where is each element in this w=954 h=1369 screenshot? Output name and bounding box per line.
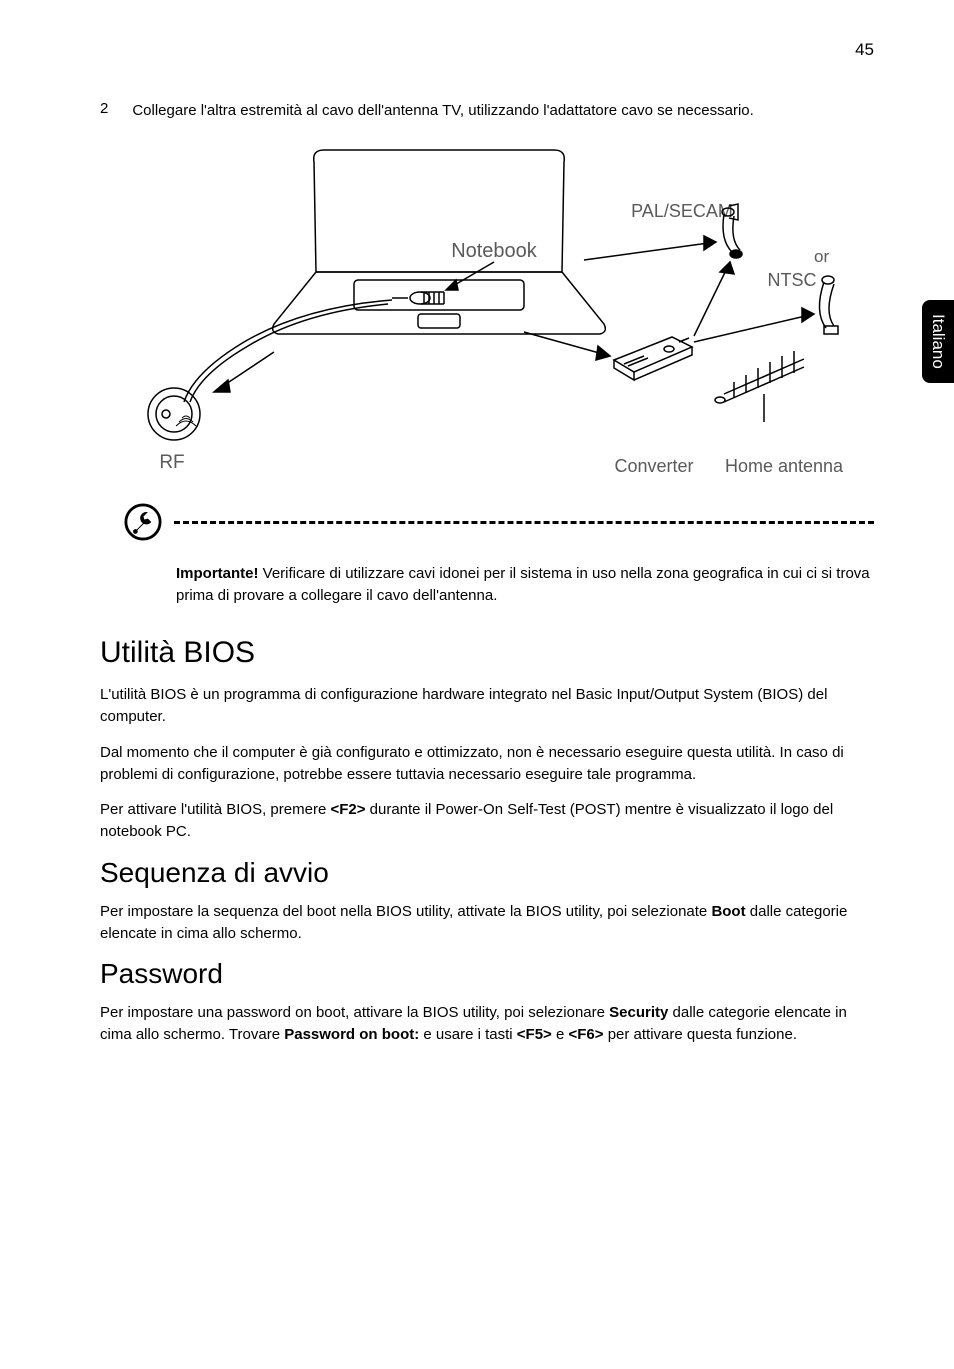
bios-p2: Dal momento che il computer è già config… xyxy=(100,742,874,786)
heading-password: Password xyxy=(100,958,874,990)
label-home-antenna: Home antenna xyxy=(725,456,844,476)
label-converter: Converter xyxy=(614,456,693,476)
bios-p1: L'utilità BIOS è un programma di configu… xyxy=(100,684,874,728)
note-body: Verificare di utilizzare cavi idonei per… xyxy=(176,565,870,604)
page-number: 45 xyxy=(100,40,874,60)
label-or: or xyxy=(814,247,829,266)
label-ntsc: NTSC xyxy=(768,270,817,290)
heading-bios: Utilità BIOS xyxy=(100,636,874,670)
step-text: Collegare l'altra estremità al cavo dell… xyxy=(132,100,753,122)
step-2: 2 Collegare l'altra estremità al cavo de… xyxy=(100,100,874,122)
language-tab: Italiano xyxy=(922,300,954,383)
wrench-icon xyxy=(124,503,162,541)
label-palsecam: PAL/SECAM xyxy=(631,201,733,221)
note-divider xyxy=(124,503,874,541)
label-rf: RF xyxy=(159,452,184,473)
password-p1: Per impostare una password on boot, atti… xyxy=(100,1002,874,1046)
heading-boot: Sequenza di avvio xyxy=(100,857,874,889)
dash-line xyxy=(174,521,874,524)
label-notebook: Notebook xyxy=(451,240,538,262)
antenna-diagram: Notebook xyxy=(100,142,874,487)
bios-p3: Per attivare l'utilità BIOS, premere <F2… xyxy=(100,799,874,843)
note-text: Importante! Verificare di utilizzare cav… xyxy=(176,563,874,607)
boot-p1: Per impostare la sequenza del boot nella… xyxy=(100,901,874,945)
note-bold: Importante! xyxy=(176,565,259,582)
step-number: 2 xyxy=(100,100,108,122)
